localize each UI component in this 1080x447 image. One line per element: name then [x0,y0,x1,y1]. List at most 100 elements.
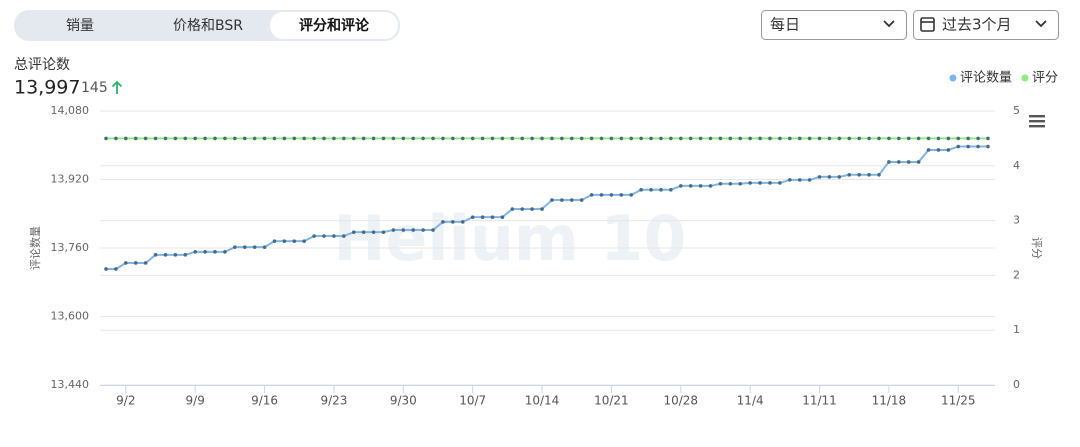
legend-marker [949,74,957,82]
calendar-icon [920,17,935,32]
summary-label: 总评论数 [14,57,70,73]
y-tick-label: 13,920 [51,173,90,186]
frequency-select[interactable] [761,10,907,40]
data-point [857,172,861,177]
data-point [847,136,852,141]
data-point [708,136,713,141]
data-point [193,250,197,254]
data-point [480,136,485,141]
data-point [223,250,227,254]
data-point [847,172,852,177]
data-point [490,136,495,141]
data-point [639,136,643,141]
data-point [292,136,297,141]
data-point [451,136,455,141]
data-point [322,136,326,141]
data-point [460,220,465,224]
data-point [173,136,178,141]
data-point [619,136,624,141]
data-point [421,228,425,232]
data-point [738,181,743,186]
data-point [381,136,386,141]
data-point [768,136,772,141]
tab[interactable]: 评分和评论 [299,17,370,34]
range-value: 过去3个月 [942,16,1012,34]
data-point [629,136,634,141]
data-point [272,136,277,141]
data-point [351,136,356,141]
data-point [391,228,396,232]
data-point [233,245,237,249]
data-point [986,136,990,141]
x-tick-label: 11/4 [737,394,764,408]
data-point [332,234,336,238]
tab[interactable]: 价格和BSR [173,18,243,34]
data-point [560,198,564,202]
data-point [381,230,386,234]
data-point [124,261,128,265]
data-point [242,245,247,249]
data-point [460,136,465,141]
y2-tick-label: 3 [1013,214,1020,227]
y-axis-title: 评论数量 [28,226,42,270]
data-point [262,136,267,141]
data-point [758,136,762,141]
data-point [302,136,307,141]
data-point [183,136,188,141]
data-point [540,136,544,141]
data-point [778,136,782,141]
data-point [649,187,653,192]
data-point [550,136,554,141]
data-point [758,181,762,185]
summary-total: 13,997 [14,77,80,99]
data-point [609,193,614,197]
data-point [163,253,168,257]
y-tick-label: 14,080 [51,104,90,117]
data-point [550,198,554,202]
data-point [738,136,743,141]
y2-tick-label: 4 [1013,159,1020,172]
x-tick-label: 11/18 [872,394,907,408]
data-point [916,136,921,141]
data-point [262,245,267,249]
data-point [213,250,217,254]
data-point [361,136,366,141]
data-point [857,136,861,141]
data-point [163,136,168,141]
data-point [213,136,217,141]
y-tick-label: 13,760 [51,241,90,254]
data-point [609,136,614,141]
data-point [510,207,515,211]
data-point [223,136,227,141]
data-point [946,148,951,152]
data-point [272,239,277,243]
data-point [827,136,832,141]
data-point [877,136,881,141]
data-point [698,184,703,188]
data-point [629,193,634,197]
data-point [936,136,941,141]
data-point [966,136,970,141]
menu-icon[interactable] [1029,115,1045,128]
data-point [837,175,842,179]
tab-active-bg [270,12,398,39]
data-point [797,178,802,182]
data-point [837,136,842,141]
data-point [748,181,752,185]
data-point [728,181,733,186]
data-point [312,234,316,238]
tab[interactable]: 销量 [66,18,94,34]
legend-label: 评论数量 [960,71,1012,86]
y2-axis-title: 评分 [1030,237,1043,259]
data-point [787,178,792,182]
data-point [956,136,961,141]
data-point [183,253,188,257]
data-point [173,253,178,257]
data-point [569,198,574,202]
data-point [282,136,287,141]
data-point [797,136,802,141]
range-select[interactable] [913,10,1059,40]
x-tick-label: 9/23 [320,394,347,408]
